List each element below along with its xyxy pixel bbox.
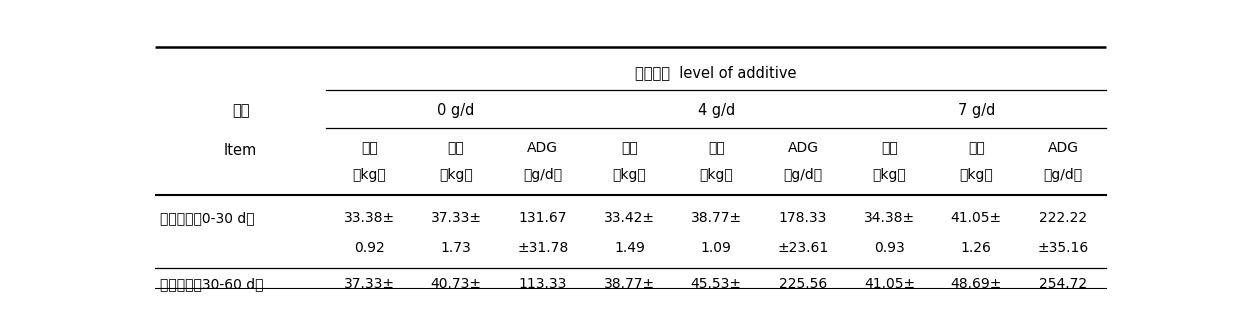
Text: 第一阶段（0-30 d）: 第一阶段（0-30 d） <box>160 211 254 225</box>
Text: 始重: 始重 <box>621 141 637 155</box>
Text: 33.42±: 33.42± <box>604 211 655 225</box>
Text: 34.38±: 34.38± <box>864 211 915 225</box>
Text: （kg）: （kg） <box>439 168 472 182</box>
Text: 第二阶段（30-60 d）: 第二阶段（30-60 d） <box>160 277 263 291</box>
Text: （kg）: （kg） <box>699 168 733 182</box>
Text: 225.56: 225.56 <box>779 277 827 291</box>
Text: ADG: ADG <box>787 141 818 155</box>
Text: 41.05±: 41.05± <box>951 211 1002 225</box>
Text: 项目: 项目 <box>232 103 249 118</box>
Text: （g/d）: （g/d） <box>523 168 563 182</box>
Text: 末重: 末重 <box>708 141 724 155</box>
Text: ±31.78: ±31.78 <box>517 241 568 255</box>
Text: 38.77±: 38.77± <box>604 277 655 291</box>
Text: 4 g/d: 4 g/d <box>698 103 735 118</box>
Text: 45.53±: 45.53± <box>691 277 742 291</box>
Text: ADG: ADG <box>1048 141 1079 155</box>
Text: 1.49: 1.49 <box>614 241 645 255</box>
Text: 末重: 末重 <box>448 141 465 155</box>
Text: 222.22: 222.22 <box>1039 211 1087 225</box>
Text: 41.05±: 41.05± <box>864 277 915 291</box>
Text: 113.33: 113.33 <box>518 277 567 291</box>
Text: （g/d）: （g/d） <box>784 168 822 182</box>
Text: （kg）: （kg） <box>873 168 906 182</box>
Text: 添加剂量  level of additive: 添加剂量 level of additive <box>635 65 797 80</box>
Text: 37.33±: 37.33± <box>430 211 481 225</box>
Text: 始重: 始重 <box>882 141 898 155</box>
Text: （g/d）: （g/d） <box>1044 168 1083 182</box>
Text: （kg）: （kg） <box>960 168 993 182</box>
Text: ±23.61: ±23.61 <box>777 241 828 255</box>
Text: 178.33: 178.33 <box>779 211 827 225</box>
Text: 38.77±: 38.77± <box>691 211 742 225</box>
Text: 始重: 始重 <box>361 141 378 155</box>
Text: 0 g/d: 0 g/d <box>438 103 475 118</box>
Text: 1.73: 1.73 <box>440 241 471 255</box>
Text: ADG: ADG <box>527 141 558 155</box>
Text: 254.72: 254.72 <box>1039 277 1087 291</box>
Text: 48.69±: 48.69± <box>951 277 1002 291</box>
Text: 131.67: 131.67 <box>518 211 567 225</box>
Text: 40.73±: 40.73± <box>430 277 481 291</box>
Text: ±35.16: ±35.16 <box>1038 241 1089 255</box>
Text: （kg）: （kg） <box>613 168 646 182</box>
Text: 0.92: 0.92 <box>355 241 384 255</box>
Text: 1.26: 1.26 <box>961 241 992 255</box>
Text: （kg）: （kg） <box>352 168 387 182</box>
Text: 37.33±: 37.33± <box>343 277 394 291</box>
Text: Item: Item <box>224 143 257 158</box>
Text: 0.93: 0.93 <box>874 241 905 255</box>
Text: 末重: 末重 <box>968 141 985 155</box>
Text: 7 g/d: 7 g/d <box>957 103 994 118</box>
Text: 1.09: 1.09 <box>701 241 732 255</box>
Text: 33.38±: 33.38± <box>343 211 396 225</box>
